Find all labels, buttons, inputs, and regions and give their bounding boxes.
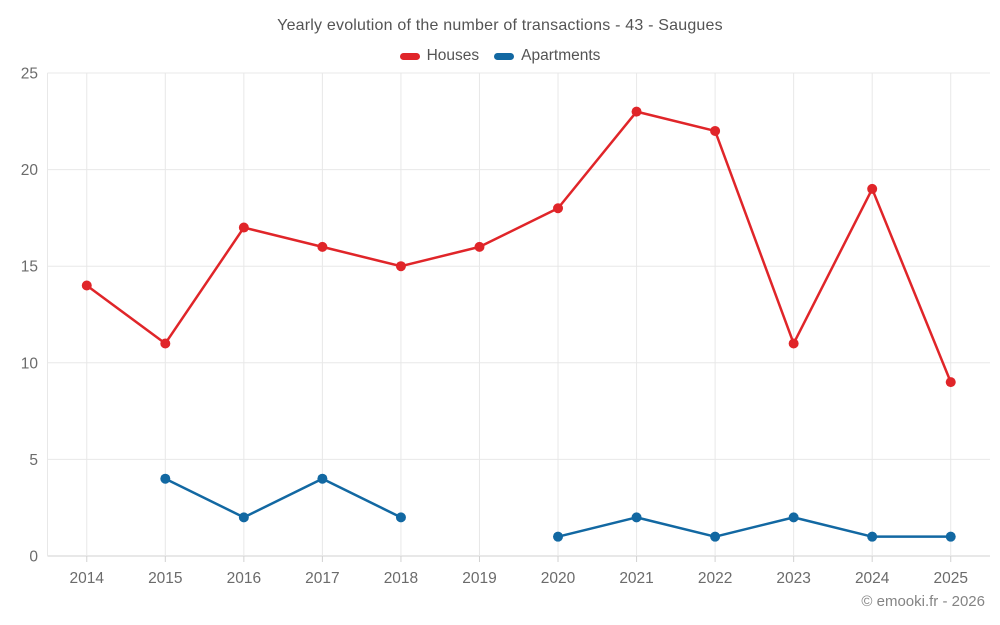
data-point-houses-2024[interactable] — [867, 183, 878, 194]
data-point-apartments-2022[interactable] — [710, 531, 721, 542]
data-point-houses-2016[interactable] — [238, 222, 249, 233]
x-axis-label: 2016 — [227, 570, 261, 587]
data-point-houses-2023[interactable] — [788, 338, 799, 349]
data-point-apartments-2017[interactable] — [317, 473, 328, 484]
legend-label-apartments: Apartments — [521, 47, 601, 64]
data-point-apartments-2015[interactable] — [160, 473, 171, 484]
legend-item-apartments[interactable]: Apartments — [494, 47, 600, 65]
series-line-apartments — [164, 477, 403, 519]
x-axis-label: 2017 — [305, 570, 339, 587]
legend-label-houses: Houses — [426, 47, 480, 64]
x-axis-label: 2015 — [148, 570, 182, 587]
houses-legend-swatch-icon — [399, 52, 420, 60]
x-axis-label: 2019 — [462, 570, 496, 587]
y-axis-label: 15 — [21, 259, 38, 276]
data-point-houses-2022[interactable] — [710, 125, 721, 136]
x-axis-label: 2021 — [619, 570, 653, 587]
copyright-footer: © emooki.fr - 2026 — [861, 593, 985, 610]
x-axis-label: 2025 — [933, 570, 967, 587]
y-axis-label: 0 — [29, 549, 38, 566]
series-line-houses — [85, 110, 952, 384]
data-point-houses-2019[interactable] — [474, 241, 485, 252]
y-axis-label: 10 — [21, 355, 39, 372]
data-point-houses-2018[interactable] — [395, 261, 406, 272]
apartments-legend-swatch-icon — [494, 52, 515, 60]
data-point-apartments-2016[interactable] — [238, 512, 249, 523]
x-axis-label: 2014 — [70, 570, 105, 587]
data-point-houses-2014[interactable] — [81, 280, 92, 291]
data-point-apartments-2021[interactable] — [631, 512, 642, 523]
legend-item-houses[interactable]: Houses — [399, 47, 480, 65]
data-point-houses-2015[interactable] — [160, 338, 171, 349]
chart-title: Yearly evolution of the number of transa… — [277, 17, 723, 34]
data-point-apartments-2020[interactable] — [553, 531, 564, 542]
data-point-houses-2025[interactable] — [945, 377, 956, 388]
data-point-houses-2021[interactable] — [631, 106, 642, 117]
chart-legend: Houses Apartments — [0, 47, 1000, 65]
data-point-apartments-2025[interactable] — [945, 531, 956, 542]
data-point-apartments-2024[interactable] — [867, 531, 878, 542]
x-axis-label: 2020 — [541, 570, 576, 587]
data-point-apartments-2023[interactable] — [788, 512, 799, 523]
x-axis-label: 2023 — [776, 570, 810, 587]
x-axis-label: 2024 — [855, 570, 890, 587]
y-axis-label: 5 — [29, 452, 38, 469]
y-axis-label: 25 — [21, 66, 38, 83]
x-axis-label: 2022 — [698, 570, 732, 587]
data-point-houses-2020[interactable] — [553, 203, 564, 214]
x-axis-label: 2018 — [384, 570, 418, 587]
series-line-apartments — [556, 516, 952, 538]
data-point-houses-2017[interactable] — [317, 241, 328, 252]
y-axis-label: 20 — [21, 162, 39, 179]
data-point-apartments-2018[interactable] — [395, 512, 406, 523]
